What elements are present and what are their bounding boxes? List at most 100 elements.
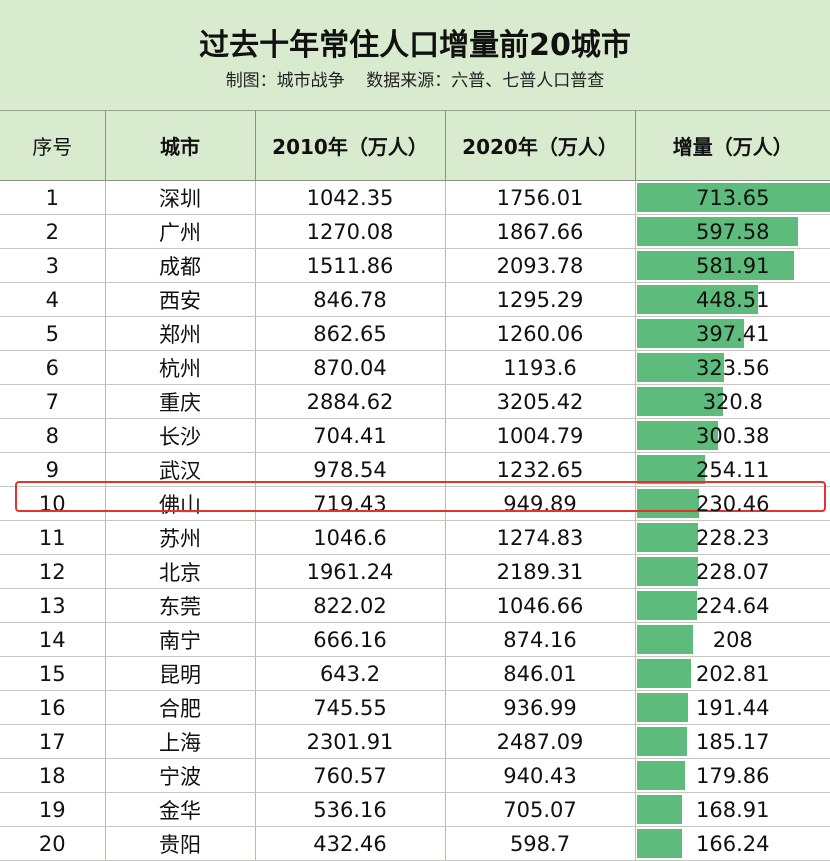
table-row: 16 合肥 745.55 936.99 191.44 xyxy=(0,690,830,725)
increase-bar xyxy=(636,251,794,280)
increase-value: 397.41 xyxy=(696,321,770,346)
header-city: 城市 xyxy=(105,111,256,181)
table-row: 12 北京 1961.24 2189.31 228.07 xyxy=(0,554,830,589)
value-2020-cell: 940.43 xyxy=(445,758,636,793)
increase-cell: 208 xyxy=(635,622,830,657)
increase-value: 228.07 xyxy=(696,559,770,584)
value-2020-cell: 1193.6 xyxy=(445,350,636,385)
value-2020-cell: 1295.29 xyxy=(445,282,636,317)
city-cell: 广州 xyxy=(105,214,256,249)
increase-bar xyxy=(636,591,698,620)
table-body: 1 深圳 1042.35 1756.01 713.65 2 广州 1270.08 1867.66… xyxy=(0,180,830,861)
increase-cell: 230.46 xyxy=(635,486,830,521)
header-2010: 2010年（万人） xyxy=(255,111,446,181)
increase-cell: 597.58 xyxy=(635,214,830,249)
increase-bar xyxy=(636,183,830,212)
value-2010-cell: 760.57 xyxy=(255,758,446,793)
table-row: 2 广州 1270.08 1867.66 597.58 xyxy=(0,214,830,249)
rank-cell: 9 xyxy=(0,452,106,487)
city-cell: 武汉 xyxy=(105,452,256,487)
value-2010-cell: 1961.24 xyxy=(255,554,446,589)
increase-value: 448.51 xyxy=(696,287,770,312)
value-2010-cell: 1511.86 xyxy=(255,248,446,283)
header-increase: 增量（万人） xyxy=(635,111,830,181)
rank-cell: 1 xyxy=(0,180,106,215)
increase-cell: 228.23 xyxy=(635,520,830,555)
increase-bar xyxy=(636,625,693,654)
increase-bar xyxy=(636,387,724,416)
value-2020-cell: 3205.42 xyxy=(445,384,636,419)
city-cell: 宁波 xyxy=(105,758,256,793)
increase-cell: 300.38 xyxy=(635,418,830,453)
value-2020-cell: 1274.83 xyxy=(445,520,636,555)
rank-cell: 13 xyxy=(0,588,106,623)
value-2010-cell: 2301.91 xyxy=(255,724,446,759)
value-2010-cell: 432.46 xyxy=(255,826,446,861)
increase-value: 581.91 xyxy=(696,253,770,278)
header-rank: 序号 xyxy=(0,111,106,181)
increase-value: 228.23 xyxy=(696,525,770,550)
table-row: 15 昆明 643.2 846.01 202.81 xyxy=(0,656,830,691)
city-cell: 苏州 xyxy=(105,520,256,555)
rank-cell: 19 xyxy=(0,792,106,827)
value-2010-cell: 822.02 xyxy=(255,588,446,623)
rank-cell: 18 xyxy=(0,758,106,793)
increase-value: 597.58 xyxy=(696,219,770,244)
population-table: 序号 城市 2010年（万人） 2020年（万人） 增量（万人） 1 深圳 1042… xyxy=(0,111,830,861)
increase-cell: 320.8 xyxy=(635,384,830,419)
increase-cell: 191.44 xyxy=(635,690,830,725)
value-2010-cell: 1042.35 xyxy=(255,180,446,215)
rank-cell: 17 xyxy=(0,724,106,759)
increase-value: 323.56 xyxy=(696,355,770,380)
city-cell: 西安 xyxy=(105,282,256,317)
increase-bar xyxy=(636,727,687,756)
increase-cell: 168.91 xyxy=(635,792,830,827)
increase-value: 230.46 xyxy=(696,491,770,516)
increase-bar xyxy=(636,489,699,518)
increase-cell: 323.56 xyxy=(635,350,830,385)
table-row: 8 长沙 704.41 1004.79 300.38 xyxy=(0,418,830,453)
increase-bar xyxy=(636,353,724,382)
increase-cell: 224.64 xyxy=(635,588,830,623)
city-cell: 北京 xyxy=(105,554,256,589)
city-cell: 合肥 xyxy=(105,690,256,725)
value-2020-cell: 1004.79 xyxy=(445,418,636,453)
increase-cell: 397.41 xyxy=(635,316,830,351)
value-2020-cell: 1046.66 xyxy=(445,588,636,623)
city-cell: 佛山 xyxy=(105,486,256,521)
city-cell: 长沙 xyxy=(105,418,256,453)
table-row: 19 金华 536.16 705.07 168.91 xyxy=(0,792,830,827)
value-2010-cell: 536.16 xyxy=(255,792,446,827)
title-block: 过去十年常住人口增量前20城市 制图：城市战争 数据来源：六普、七普人口普查 xyxy=(0,0,830,111)
value-2010-cell: 870.04 xyxy=(255,350,446,385)
header-2020: 2020年（万人） xyxy=(445,111,636,181)
table-row: 5 郑州 862.65 1260.06 397.41 xyxy=(0,316,830,351)
city-cell: 贵阳 xyxy=(105,826,256,861)
table-row: 7 重庆 2884.62 3205.42 320.8 xyxy=(0,384,830,419)
increase-bar xyxy=(636,557,699,586)
increase-bar xyxy=(636,659,692,688)
value-2020-cell: 705.07 xyxy=(445,792,636,827)
increase-value: 254.11 xyxy=(696,457,770,482)
table-row: 20 贵阳 432.46 598.7 166.24 xyxy=(0,826,830,861)
increase-cell: 166.24 xyxy=(635,826,830,861)
rank-cell: 12 xyxy=(0,554,106,589)
city-cell: 金华 xyxy=(105,792,256,827)
rank-cell: 2 xyxy=(0,214,106,249)
value-2020-cell: 874.16 xyxy=(445,622,636,657)
value-2020-cell: 598.7 xyxy=(445,826,636,861)
rank-cell: 10 xyxy=(0,486,106,521)
increase-cell: 581.91 xyxy=(635,248,830,283)
increase-value: 224.64 xyxy=(696,593,770,618)
value-2010-cell: 1046.6 xyxy=(255,520,446,555)
rank-cell: 6 xyxy=(0,350,106,385)
table-row: 6 杭州 870.04 1193.6 323.56 xyxy=(0,350,830,385)
value-2010-cell: 643.2 xyxy=(255,656,446,691)
city-cell: 郑州 xyxy=(105,316,256,351)
value-2020-cell: 936.99 xyxy=(445,690,636,725)
rank-cell: 14 xyxy=(0,622,106,657)
increase-value: 713.65 xyxy=(696,185,770,210)
rank-cell: 11 xyxy=(0,520,106,555)
city-cell: 昆明 xyxy=(105,656,256,691)
chart-subtitle: 制图：城市战争 数据来源：六普、七普人口普查 xyxy=(225,71,605,91)
